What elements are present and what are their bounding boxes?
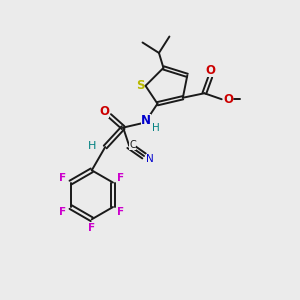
Text: F: F — [59, 206, 66, 217]
Text: H: H — [152, 123, 160, 133]
Text: F: F — [117, 173, 124, 183]
Text: F: F — [117, 206, 124, 217]
Text: F: F — [59, 173, 66, 183]
Text: N: N — [146, 154, 153, 164]
Text: O: O — [99, 105, 109, 118]
Text: S: S — [136, 79, 144, 92]
Text: H: H — [88, 140, 96, 151]
Text: O: O — [223, 93, 233, 106]
Text: O: O — [205, 64, 215, 77]
Text: C: C — [129, 140, 136, 150]
Text: F: F — [88, 223, 95, 233]
Text: N: N — [140, 114, 151, 127]
